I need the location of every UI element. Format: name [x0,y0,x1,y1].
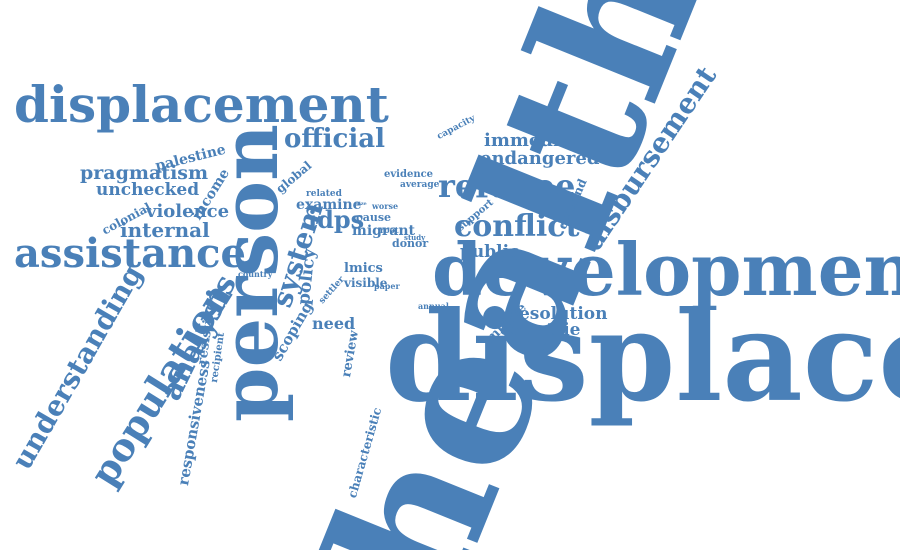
word-cause: cause [356,211,392,224]
word-endangered: endangered [480,148,600,169]
word-internal: internal [120,218,210,242]
word-displacement: displacement [14,75,389,134]
word-policy: policy [294,247,320,306]
word-unchecked: unchecked [96,180,200,200]
word-immediate: immediate [484,130,592,151]
word-annual: annual [418,301,449,311]
word-resolution: resolution [510,304,608,324]
word-settler: settler [317,274,347,307]
word-public: public [460,242,520,262]
word-lmics: lmics [344,261,383,276]
word-countrie: countrie [500,320,581,340]
word-assistance: assistance [14,230,246,277]
word-displaced: displaced [385,285,900,430]
word-study: study [404,233,426,242]
word-development: development [432,227,900,312]
word-country: country [238,269,273,279]
word-migrant: migrant [352,223,416,239]
word-size: size [356,201,367,207]
word-violence: violence [146,201,230,222]
word-donor: donor [392,237,429,250]
word-paper: paper [374,281,400,291]
word-worse: worse [372,201,399,211]
word-visible: visible [344,276,388,290]
word-examine: examine [296,197,362,213]
word-conflict: conflict [454,209,580,244]
word-need: need [312,314,356,333]
word-pragmatism: pragmatism [80,162,209,184]
word-related: related [306,189,342,199]
word-average: average [400,180,440,190]
word-evidence: evidence [384,169,434,180]
word-idps: idps [308,205,365,234]
word-official: official [284,124,385,154]
word-refugee: refugee [438,167,576,205]
word-root: root [380,225,399,235]
